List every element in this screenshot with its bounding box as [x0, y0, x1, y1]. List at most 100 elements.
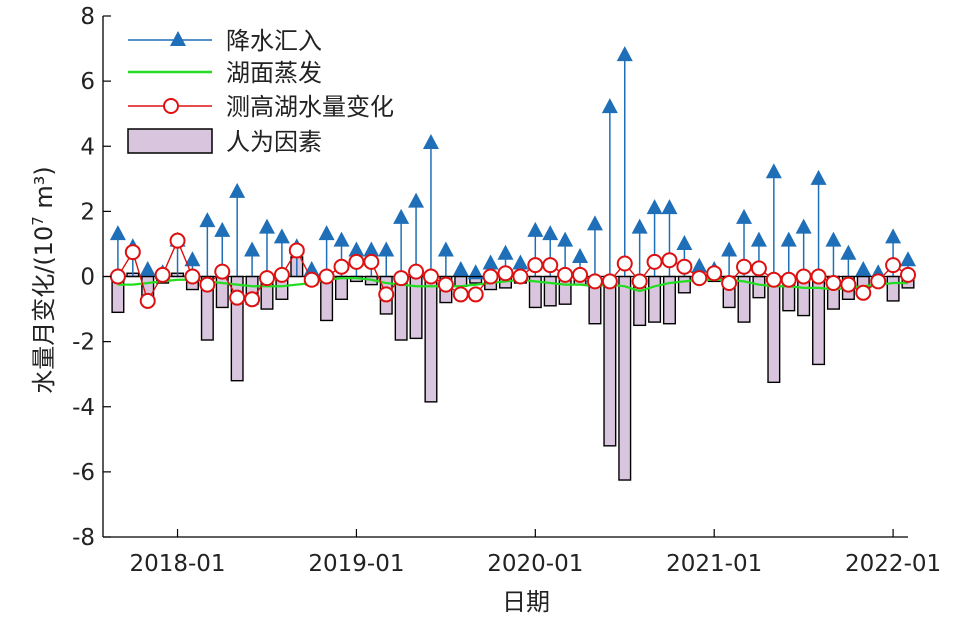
bar-human-factors — [543, 275, 557, 307]
marker-lake-volume — [497, 265, 514, 282]
marker-lake-volume — [795, 268, 812, 285]
marker-precipitation — [497, 244, 514, 260]
legend-item-lake-volume: 测高湖水量变化 — [128, 93, 394, 121]
marker-lake-volume — [214, 263, 231, 280]
bar-human-factors — [812, 275, 826, 366]
bar-human-factors — [603, 275, 617, 447]
marker-precipitation — [810, 169, 827, 185]
marker-lake-volume — [273, 266, 290, 283]
legend-item-evaporation: 湖面蒸发 — [128, 59, 322, 87]
marker-precipitation — [616, 46, 633, 62]
marker-lake-volume — [437, 276, 454, 293]
marker-lake-volume — [855, 284, 872, 301]
marker-precipitation — [572, 247, 589, 263]
marker-precipitation — [199, 212, 216, 228]
marker-lake-volume — [288, 242, 305, 259]
marker-precipitation — [721, 241, 738, 257]
x-tick-label: 2020-01 — [487, 551, 583, 577]
bar-human-factors — [648, 275, 662, 323]
marker-precipitation — [229, 182, 246, 198]
marker-precipitation — [765, 163, 782, 179]
marker-precipitation — [840, 244, 857, 260]
marker-precipitation — [676, 234, 693, 250]
line-series-lake-volume — [109, 232, 916, 309]
marker-lake-volume — [363, 253, 380, 270]
marker-lake-volume — [691, 270, 708, 287]
marker-precipitation — [691, 257, 708, 273]
bar-human-factors — [335, 275, 349, 300]
marker-precipitation — [512, 254, 529, 270]
marker-precipitation — [273, 228, 290, 244]
bar-human-factors — [677, 275, 691, 294]
marker-precipitation — [318, 225, 335, 241]
legend-item-human-factors: 人为因素 — [127, 128, 322, 156]
marker-lake-volume — [109, 268, 126, 285]
marker-lake-volume — [452, 286, 469, 303]
marker-precipitation — [109, 225, 126, 241]
marker-lake-volume — [780, 271, 797, 288]
marker-lake-volume — [572, 266, 589, 283]
marker-lake-volume — [586, 273, 603, 290]
y-tick-label: 2 — [80, 199, 95, 225]
marker-lake-volume — [825, 275, 842, 292]
y-tick-label: -8 — [72, 525, 95, 551]
marker-lake-volume — [706, 265, 723, 282]
marker-precipitation — [631, 218, 648, 234]
marker-precipitation — [646, 199, 663, 215]
x-tick-label: 2018-01 — [129, 551, 225, 577]
marker-lake-volume — [482, 268, 499, 285]
legend-label-evaporation: 湖面蒸发 — [226, 59, 322, 87]
bar-human-factors — [424, 275, 438, 403]
marker-precipitation — [363, 241, 380, 257]
legend-label-lake-volume: 测高湖水量变化 — [226, 93, 394, 121]
marker-precipitation — [825, 231, 842, 247]
y-axis-label-main: 水量月变化/(10 — [30, 226, 58, 394]
x-tick-label: 2019-01 — [308, 551, 404, 577]
marker-precipitation — [244, 241, 261, 257]
marker-lake-volume — [900, 266, 916, 283]
y-axis-label: 水量月变化/(107 m³) — [29, 166, 58, 394]
marker-precipitation — [527, 221, 544, 237]
marker-precipitation — [661, 199, 678, 215]
marker-precipitation — [258, 218, 275, 234]
marker-precipitation — [736, 208, 753, 224]
marker-lake-volume — [661, 252, 678, 269]
legend-item-precipitation: 降水汇入 — [128, 27, 322, 55]
marker-lake-volume — [721, 275, 738, 292]
marker-precipitation — [780, 231, 797, 247]
marker-lake-volume — [750, 260, 767, 277]
marker-precipitation — [214, 221, 231, 237]
axes: -8 -6 -4 -2 0 2 4 6 8 2018-01 2019-01 2020-01 2021-0… — [72, 4, 941, 577]
marker-precipitation — [437, 241, 454, 257]
x-tick-label: 2022-01 — [845, 551, 941, 577]
marker-lake-volume — [348, 253, 365, 270]
marker-precipitation — [333, 231, 350, 247]
marker-precipitation — [601, 98, 618, 114]
marker-lake-volume — [467, 286, 484, 303]
marker-lake-volume — [840, 276, 857, 293]
marker-lake-volume — [631, 273, 648, 290]
legend-label-precipitation: 降水汇入 — [226, 27, 322, 55]
marker-lake-volume — [258, 270, 275, 287]
marker-lake-volume — [557, 266, 574, 283]
bar-human-factors — [618, 275, 632, 481]
bar-human-factors — [886, 275, 900, 302]
y-tick-label: -6 — [72, 460, 95, 486]
marker-precipitation — [557, 231, 574, 247]
y-tick-label: 4 — [80, 134, 95, 160]
stem-series-precipitation — [109, 46, 916, 280]
marker-lake-volume — [646, 253, 663, 270]
marker-precipitation — [542, 225, 559, 241]
marker-precipitation — [378, 241, 395, 257]
marker-lake-volume — [408, 263, 425, 280]
marker-lake-volume — [810, 268, 827, 285]
marker-lake-volume — [616, 255, 633, 272]
marker-precipitation — [900, 251, 916, 267]
marker-precipitation — [482, 254, 499, 270]
marker-precipitation — [393, 208, 410, 224]
bar-human-factors — [215, 275, 229, 309]
y-tick-label: -4 — [72, 395, 95, 421]
marker-precipitation — [422, 133, 439, 149]
y-tick-label: -2 — [72, 330, 95, 356]
